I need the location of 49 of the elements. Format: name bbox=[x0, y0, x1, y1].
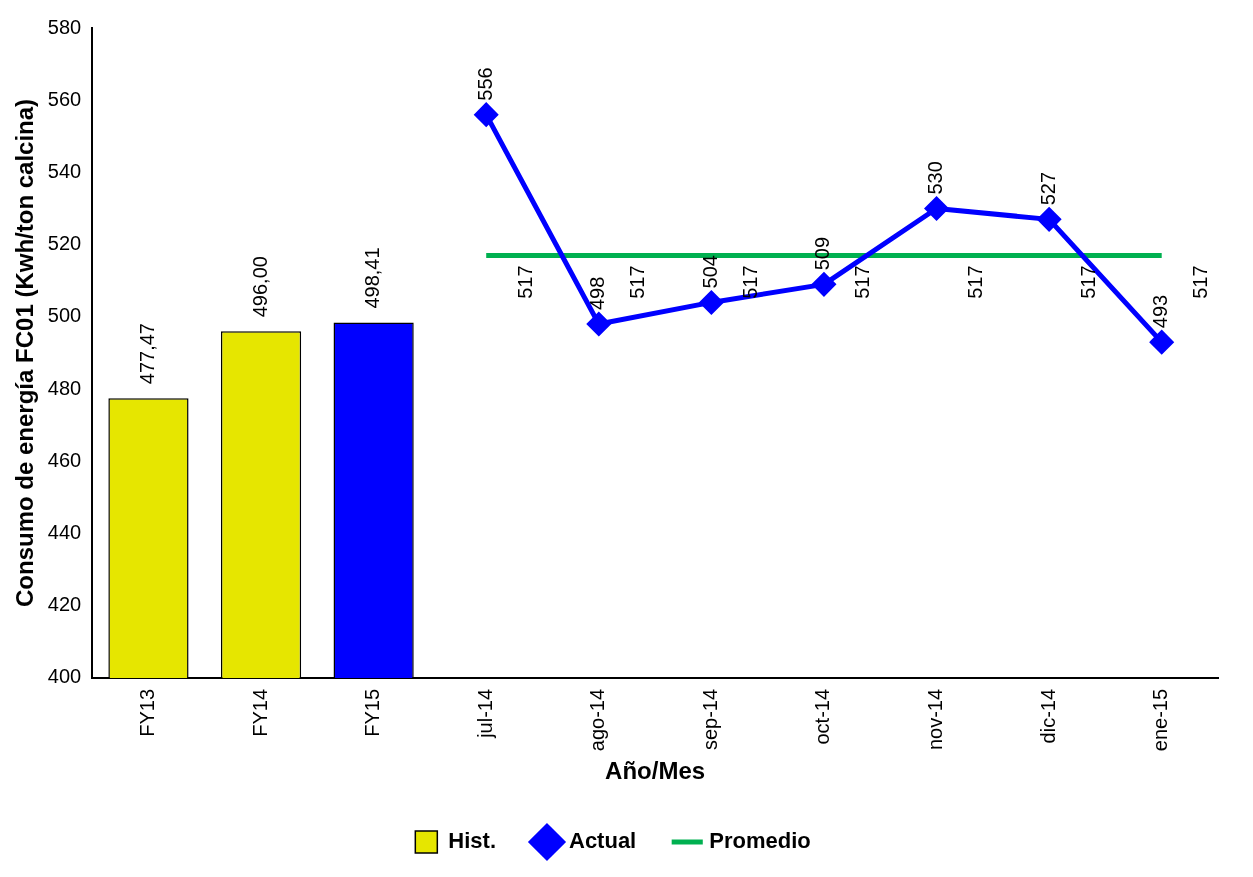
data-label: 496,00 bbox=[248, 256, 271, 318]
point bbox=[474, 103, 498, 127]
data-label: 477,47 bbox=[135, 323, 158, 385]
y-tick-label: 560 bbox=[47, 87, 82, 110]
data-label: 517 bbox=[964, 265, 987, 299]
data-label: 517 bbox=[626, 265, 649, 299]
x-tick-label: nov-14 bbox=[924, 688, 947, 751]
y-tick-label: 540 bbox=[47, 159, 82, 182]
y-tick-label: 480 bbox=[47, 376, 82, 399]
y-tick-label: 400 bbox=[47, 665, 82, 688]
point bbox=[812, 272, 836, 296]
legend-label: Promedio bbox=[709, 828, 811, 854]
y-tick-label: 500 bbox=[47, 304, 82, 327]
data-label: 517 bbox=[513, 265, 536, 299]
data-label: 517 bbox=[738, 265, 761, 299]
x-tick-label: dic-14 bbox=[1036, 688, 1059, 744]
data-label: 509 bbox=[811, 236, 834, 271]
data-label: 504 bbox=[698, 255, 721, 289]
x-tick-label: FY14 bbox=[248, 688, 271, 737]
y-tick-label: 580 bbox=[47, 15, 82, 38]
y-tick-label: 520 bbox=[47, 232, 82, 255]
x-axis-title: Año/Mes bbox=[605, 757, 706, 785]
x-tick-label: ene-15 bbox=[1149, 688, 1172, 752]
x-tick-label: jul-14 bbox=[473, 688, 496, 739]
x-tick-label: FY15 bbox=[361, 688, 384, 737]
data-label: 530 bbox=[924, 161, 947, 195]
x-tick-label: FY13 bbox=[135, 688, 158, 737]
x-tick-label: ago-14 bbox=[586, 688, 609, 752]
x-tick-label: sep-14 bbox=[698, 688, 721, 751]
legend-label: Hist. bbox=[448, 828, 496, 854]
data-label: 493 bbox=[1149, 294, 1172, 329]
x-tick-label: oct-14 bbox=[811, 688, 834, 745]
y-tick-label: 460 bbox=[47, 448, 82, 471]
point bbox=[1150, 330, 1174, 354]
data-label: 498 bbox=[586, 276, 609, 311]
point bbox=[587, 312, 611, 336]
data-label: 556 bbox=[473, 67, 496, 101]
legend-label: Actual bbox=[568, 828, 637, 854]
point bbox=[699, 290, 723, 314]
data-label: 517 bbox=[851, 265, 874, 299]
data-label: 527 bbox=[1036, 171, 1059, 206]
data-label: 517 bbox=[1189, 265, 1212, 299]
y-tick-label: 420 bbox=[47, 593, 82, 616]
point bbox=[925, 197, 949, 221]
data-label: 517 bbox=[1076, 265, 1099, 299]
point bbox=[1037, 207, 1061, 231]
y-axis-title: Consumo de energía FC01 (Kwh/ton calcina) bbox=[11, 98, 39, 607]
y-tick-label: 440 bbox=[47, 521, 82, 544]
data-label: 498,41 bbox=[361, 247, 384, 309]
